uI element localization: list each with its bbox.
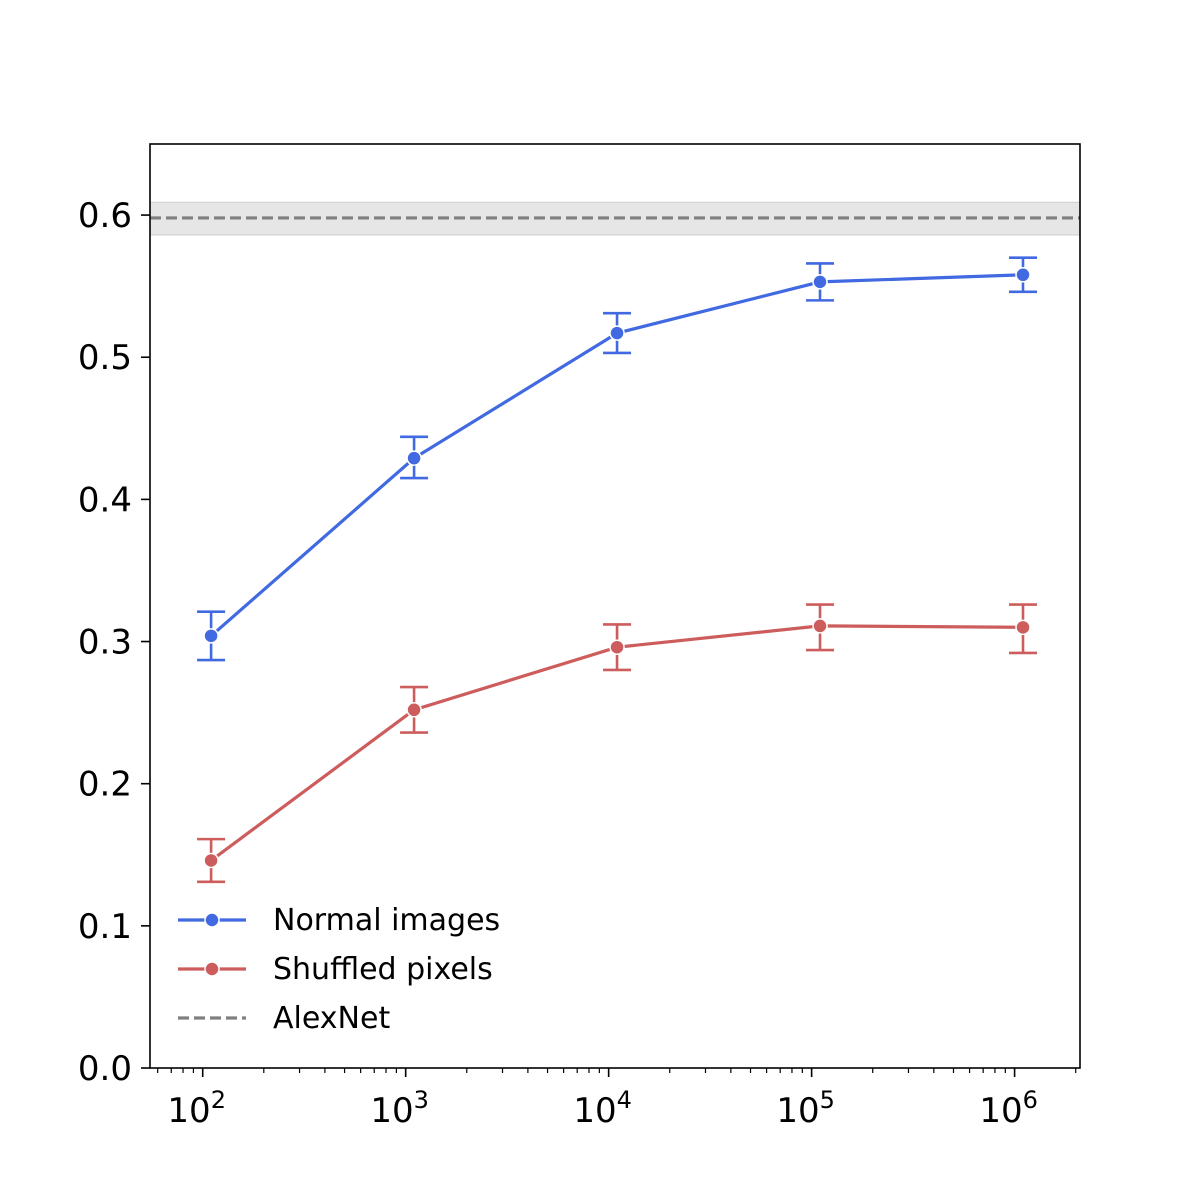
data-point-normal-images <box>1015 267 1031 283</box>
data-point-shuffled-pixels <box>406 702 422 718</box>
data-point-shuffled-pixels <box>203 852 219 869</box>
legend-marker-shuffled-pixels <box>204 961 220 977</box>
series-layer <box>197 256 1037 884</box>
legend-entry-normal-images: Normal images <box>178 903 500 938</box>
x-tick-label: 104 <box>573 1086 632 1131</box>
y-tick-label: 0.0 <box>78 1049 132 1089</box>
plot-frame <box>149 143 1081 1069</box>
legend-label-normal-images: Normal images <box>273 903 500 938</box>
axis-layer: 0.0 0.1 0.2 0.3 0.4 0.5 0.6 102 103 104 105 106 <box>78 196 1077 1131</box>
x-tick-label: 102 <box>167 1086 226 1131</box>
series-normal-images <box>197 256 1037 662</box>
legend-label-shuffled-pixels: Shuffled pixels <box>273 952 493 987</box>
reference-band-layer <box>149 201 1081 236</box>
data-point-shuffled-pixels <box>812 618 828 634</box>
data-point-normal-images <box>203 628 219 644</box>
legend: Normal images Shuffled pixels AlexNet <box>178 903 500 1036</box>
data-point-normal-images <box>812 274 828 290</box>
y-tick-label: 0.2 <box>78 765 132 805</box>
y-tick-label: 0.5 <box>78 338 132 378</box>
data-point-normal-images <box>609 325 625 341</box>
x-tick-label: 106 <box>979 1086 1038 1131</box>
x-tick-label: 103 <box>370 1086 429 1131</box>
legend-marker-normal-images <box>204 912 220 928</box>
y-tick-label: 0.1 <box>78 907 132 947</box>
legend-entry-shuffled-pixels: Shuffled pixels <box>178 952 493 987</box>
y-tick-label: 0.6 <box>78 196 132 236</box>
legend-entry-alexnet: AlexNet <box>178 1001 390 1036</box>
x-tick-label: 105 <box>776 1086 835 1131</box>
data-point-shuffled-pixels <box>609 639 625 655</box>
y-tick-label: 0.4 <box>78 480 132 520</box>
y-tick-label: 0.3 <box>78 623 132 663</box>
legend-label-alexnet: AlexNet <box>273 1001 390 1036</box>
data-point-normal-images <box>406 450 422 466</box>
data-point-shuffled-pixels <box>1015 619 1031 636</box>
series-shuffled-pixels <box>197 603 1037 884</box>
